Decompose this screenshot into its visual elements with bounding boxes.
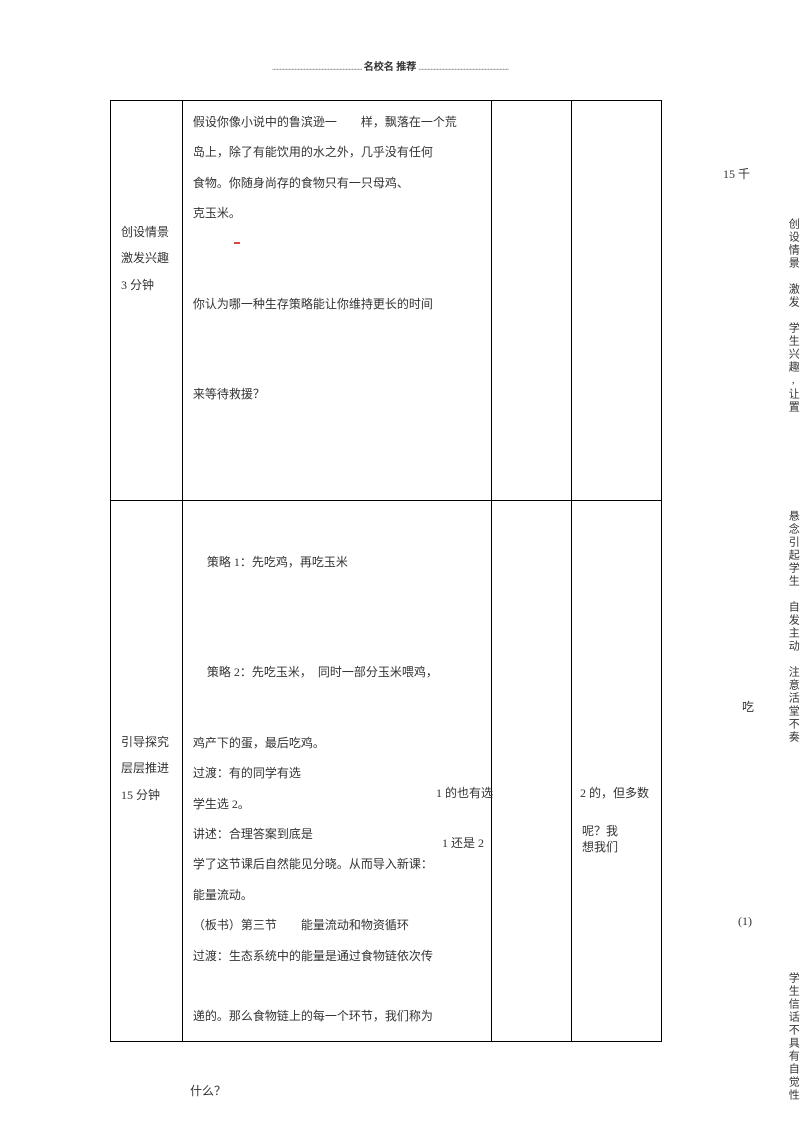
table-row: 引导探究 层层推进 15 分钟 策略 1：先吃鸡，再吃玉米 策略 2：先吃玉米，… — [111, 501, 662, 1042]
content-line: 岛上，除了有能饮用的水之外，几乎没有任何 — [193, 139, 481, 165]
inline-fragment: 想我们 — [582, 838, 618, 855]
content-line: 能量流动。 — [193, 882, 481, 908]
empty-cell — [492, 101, 572, 501]
margin-vertical-note: 学生信话不具有自觉性 — [786, 972, 799, 1122]
content-line: 递的。那么食物链上的每一个环节，我们称为 — [193, 1003, 481, 1029]
empty-cell — [572, 101, 662, 501]
inline-fragment: 呢？我 — [582, 822, 618, 839]
lesson-table: 创设情景 激发兴趣 3 分钟 假设你像小说中的鲁滨逊一 样，飘落在一个荒 岛上，… — [110, 100, 662, 1042]
inline-fragment: 2 的，但多数 — [580, 784, 649, 801]
content-cell: 假设你像小说中的鲁滨逊一 样，飘落在一个荒 岛上，除了有能饮用的水之外，几乎没有… — [182, 101, 491, 501]
stage-line: 激发兴趣 — [121, 245, 172, 271]
empty-cell — [572, 501, 662, 1042]
content-line: 克玉米。 — [193, 200, 481, 226]
stage-line: 创设情景 — [121, 219, 172, 245]
stage-line: 引导探究 — [121, 729, 172, 755]
content-line: 学了这节课后自然能见分晓。从而导入新课： — [193, 851, 481, 877]
content-line: 你认为哪一种生存策略能让你维持更长的时间 — [193, 291, 481, 317]
content-line: 来等待救援？ — [193, 381, 481, 407]
margin-note: 吃 — [742, 698, 754, 715]
red-mark — [234, 242, 240, 244]
content-line: 鸡产下的蛋，最后吃鸡。 — [193, 730, 481, 756]
margin-vertical-note: 创设情景 激发 学生兴趣,让置 — [786, 218, 799, 448]
stage-line: 层层推进 — [121, 755, 172, 781]
stage-cell: 引导探究 层层推进 15 分钟 — [111, 501, 183, 1042]
stage-line: 3 分钟 — [121, 272, 172, 298]
content-line: （板书）第三节 能量流动和物资循环 — [193, 912, 481, 938]
bottom-text: 什么？ — [190, 1082, 226, 1099]
table-row: 创设情景 激发兴趣 3 分钟 假设你像小说中的鲁滨逊一 样，飘落在一个荒 岛上，… — [111, 101, 662, 501]
stage-line: 15 分钟 — [121, 782, 172, 808]
header-line: ........................................… — [110, 58, 670, 73]
content-line: 假设你像小说中的鲁滨逊一 样，飘落在一个荒 — [193, 109, 481, 135]
header-dots-left: ........................................… — [272, 62, 362, 73]
header-title: 名校名 推荐 — [364, 62, 417, 73]
text-fragment: 讲述：合理答案到底是 — [193, 827, 313, 841]
empty-cell — [492, 501, 572, 1042]
content-line: 食物。你随身尚存的食物只有一只母鸡、 — [193, 170, 481, 196]
inline-fragment: 1 还是 2 — [442, 834, 484, 851]
content-line: 过渡：有的同学有选 — [193, 760, 481, 786]
stage-cell: 创设情景 激发兴趣 3 分钟 — [111, 101, 183, 501]
content-line: 讲述：合理答案到底是 — [193, 821, 481, 847]
content-line: 过渡：生态系统中的能量是通过食物链依次传 — [193, 943, 481, 969]
margin-vertical-note: 悬念引起学生 自发主动 注意活堂不奏 — [786, 510, 799, 790]
content-cell: 策略 1：先吃鸡，再吃玉米 策略 2：先吃玉米， 同时一部分玉米喂鸡， 鸡产下的… — [182, 501, 491, 1042]
content-line: 策略 2：先吃玉米， 同时一部分玉米喂鸡， — [193, 659, 481, 685]
text-fragment: 过渡：有的同学有选 — [193, 766, 301, 780]
header-dots-right: ........................................… — [418, 62, 508, 73]
margin-note: 15 千 — [723, 165, 750, 182]
content-line: 策略 1：先吃鸡，再吃玉米 — [193, 549, 481, 575]
margin-note: (1) — [738, 914, 752, 929]
inline-fragment: 1 的也有选 — [436, 784, 493, 801]
